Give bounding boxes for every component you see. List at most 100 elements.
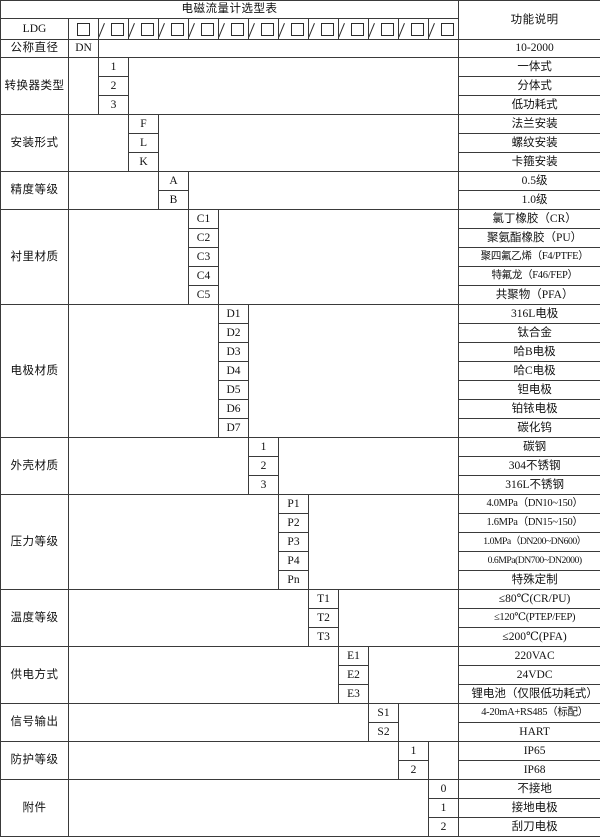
- option-code-2-2[interactable]: 2: [99, 77, 129, 96]
- function-desc-5-2: 聚氨酯橡胶（PU）: [459, 229, 600, 248]
- model-code-box-13[interactable]: [429, 19, 459, 40]
- slash-separator-icon: [104, 23, 111, 36]
- model-code-box-11[interactable]: [369, 19, 399, 40]
- option-code-7-1[interactable]: 1: [249, 438, 279, 457]
- row-left-filler: [69, 210, 189, 305]
- option-code-8-1[interactable]: P1: [279, 495, 309, 514]
- option-code-10-2[interactable]: E2: [339, 666, 369, 685]
- option-code-9-1[interactable]: T1: [309, 590, 339, 609]
- empty-code-box-icon: [381, 23, 394, 36]
- option-code-13-3[interactable]: 2: [429, 818, 459, 837]
- row-right-filler: [129, 58, 459, 115]
- option-code-8-2[interactable]: P2: [279, 514, 309, 533]
- row-right-filler: [189, 172, 459, 210]
- model-code-box-6[interactable]: [219, 19, 249, 40]
- model-code-box-1[interactable]: [69, 19, 99, 40]
- dn-prefix: DN: [69, 40, 99, 58]
- option-code-4-2[interactable]: B: [159, 191, 189, 210]
- function-desc-11-2: HART: [459, 723, 600, 742]
- function-desc-9-3: ≤200℃(PFA): [459, 628, 600, 647]
- option-code-10-1[interactable]: E1: [339, 647, 369, 666]
- row-label-13: 附件: [1, 780, 69, 837]
- option-code-6-5[interactable]: D5: [219, 381, 249, 400]
- row-label-12: 防护等级: [1, 742, 69, 780]
- option-code-9-2[interactable]: T2: [309, 609, 339, 628]
- model-code-box-4[interactable]: [159, 19, 189, 40]
- option-code-7-3[interactable]: 3: [249, 476, 279, 495]
- option-code-11-1[interactable]: S1: [369, 704, 399, 723]
- function-desc-6-6: 铂铱电极: [459, 400, 600, 419]
- row-right-filler: [369, 647, 459, 704]
- row-right-filler: [249, 305, 459, 438]
- option-code-2-1[interactable]: 1: [99, 58, 129, 77]
- option-code-6-3[interactable]: D3: [219, 343, 249, 362]
- row-label-10: 供电方式: [1, 647, 69, 704]
- option-code-6-4[interactable]: D4: [219, 362, 249, 381]
- option-code-2-3[interactable]: 3: [99, 96, 129, 115]
- empty-code-box-icon: [261, 23, 274, 36]
- model-code-box-3[interactable]: [129, 19, 159, 40]
- option-code-10-3[interactable]: E3: [339, 685, 369, 704]
- option-code-4-1[interactable]: A: [159, 172, 189, 191]
- function-desc-4-2: 1.0级: [459, 191, 600, 210]
- model-code-box-9[interactable]: [309, 19, 339, 40]
- model-code-box-5[interactable]: [189, 19, 219, 40]
- option-code-6-2[interactable]: D2: [219, 324, 249, 343]
- model-code-box-12[interactable]: [399, 19, 429, 40]
- option-code-12-1[interactable]: 1: [399, 742, 429, 761]
- slash-separator-icon: [434, 23, 441, 36]
- row-left-filler: [69, 438, 249, 495]
- row-label-5: 衬里材质: [1, 210, 69, 305]
- function-desc-13-3: 刮刀电极: [459, 818, 600, 837]
- model-code-box-8[interactable]: [279, 19, 309, 40]
- option-code-7-2[interactable]: 2: [249, 457, 279, 476]
- row-left-filler: [69, 495, 279, 590]
- function-desc-5-3: 聚四氟乙烯（F4/PTFE）: [459, 248, 600, 267]
- row-label-9: 温度等级: [1, 590, 69, 647]
- option-code-9-3[interactable]: T3: [309, 628, 339, 647]
- option-code-5-3[interactable]: C3: [189, 248, 219, 267]
- empty-code-box-icon: [231, 23, 244, 36]
- option-code-5-5[interactable]: C5: [189, 286, 219, 305]
- option-code-3-3[interactable]: K: [129, 153, 159, 172]
- option-code-13-2[interactable]: 1: [429, 799, 459, 818]
- option-code-3-1[interactable]: F: [129, 115, 159, 134]
- function-desc-6-7: 碳化钨: [459, 419, 600, 438]
- option-code-5-1[interactable]: C1: [189, 210, 219, 229]
- function-desc-12-1: IP65: [459, 742, 600, 761]
- option-code-8-3[interactable]: P3: [279, 533, 309, 552]
- option-code-6-6[interactable]: D6: [219, 400, 249, 419]
- option-code-13-1[interactable]: 0: [429, 780, 459, 799]
- function-desc-2-2: 分体式: [459, 77, 600, 96]
- option-code-12-2[interactable]: 2: [399, 761, 429, 780]
- option-code-8-4[interactable]: P4: [279, 552, 309, 571]
- model-code-box-7[interactable]: [249, 19, 279, 40]
- slash-separator-icon: [254, 23, 261, 36]
- option-code-6-1[interactable]: D1: [219, 305, 249, 324]
- option-code-5-4[interactable]: C4: [189, 267, 219, 286]
- model-code-box-2[interactable]: [99, 19, 129, 40]
- empty-code-box-icon: [351, 23, 364, 36]
- model-code-box-10[interactable]: [339, 19, 369, 40]
- option-code-8-5[interactable]: Pn: [279, 571, 309, 590]
- function-desc-3-2: 螺纹安装: [459, 134, 600, 153]
- row-right-filler: [309, 495, 459, 590]
- option-code-3-2[interactable]: L: [129, 134, 159, 153]
- row-right-filler: [219, 210, 459, 305]
- function-desc-13-2: 接地电极: [459, 799, 600, 818]
- option-code-6-7[interactable]: D7: [219, 419, 249, 438]
- row-label-3: 安装形式: [1, 115, 69, 172]
- option-code-11-2[interactable]: S2: [369, 723, 399, 742]
- function-desc-3-1: 法兰安装: [459, 115, 600, 134]
- option-code-5-2[interactable]: C2: [189, 229, 219, 248]
- function-desc-10-1: 220VAC: [459, 647, 600, 666]
- row-left-filler: [69, 58, 99, 115]
- slash-separator-icon: [404, 23, 411, 36]
